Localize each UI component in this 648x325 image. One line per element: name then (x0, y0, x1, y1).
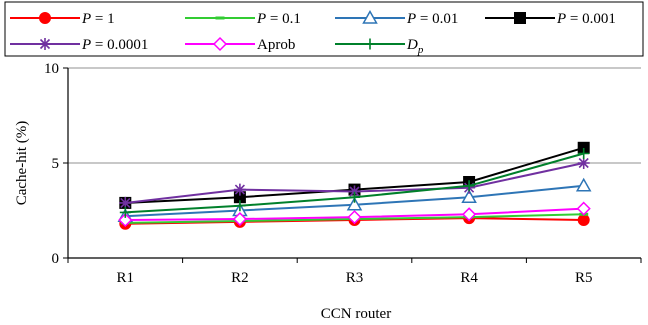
y-tick-label: 5 (52, 156, 60, 172)
data-point (233, 191, 246, 204)
data-point (348, 185, 361, 198)
x-axis-title: CCN router (321, 306, 391, 322)
axes: 0 5 10 R1 R2 R3 R4 R5 (44, 61, 642, 286)
data-point (233, 183, 246, 196)
data-point (578, 148, 590, 159)
x-tick-label: R5 (575, 270, 593, 286)
data-point (577, 157, 590, 169)
x-tick-label: R1 (117, 270, 135, 286)
x-tick-label: R2 (231, 270, 249, 286)
data-point (575, 177, 592, 192)
data-point (118, 212, 133, 228)
data-point (576, 201, 591, 216)
legend-swatch-marker (362, 9, 378, 24)
data-point (119, 206, 131, 218)
legend-label: P = 0.01 (406, 11, 458, 27)
legend-label: Dp (406, 37, 424, 56)
series-group (117, 141, 592, 230)
legend-swatch-marker (215, 16, 225, 20)
legend-item: P = 0.001 (485, 11, 616, 27)
data-point (461, 189, 477, 203)
gridlines (68, 67, 641, 164)
legend-swatch-marker (39, 38, 51, 50)
legend: P = 1 P = 0.1 P = 0.01 P = 0.001 P = 0.0001 A… (10, 9, 616, 56)
legend-item: Dp (335, 37, 424, 56)
legend-label: Aprob (257, 37, 295, 53)
legend-label: P = 0.1 (256, 11, 301, 27)
data-point (347, 210, 362, 225)
legend-item: Aprob (185, 36, 295, 53)
legend-box (4, 1, 644, 57)
legend-item: P = 1 (10, 11, 115, 27)
data-point (349, 191, 360, 203)
data-point (577, 141, 590, 154)
y-tick-label: 0 (52, 251, 60, 267)
data-point (463, 180, 475, 192)
legend-swatch-marker (39, 12, 51, 24)
legend-label: P = 0.001 (556, 11, 616, 27)
legend-item: P = 0.1 (185, 11, 301, 27)
series-5 (118, 201, 591, 228)
data-point (462, 207, 477, 222)
legend-swatch-marker (212, 36, 228, 52)
legend-label: P = 0.0001 (81, 37, 148, 53)
x-tick-label: R4 (460, 270, 478, 286)
x-tick-label: R3 (346, 270, 364, 286)
legend-label: P = 1 (81, 11, 115, 27)
legend-swatch-marker (364, 38, 376, 50)
legend-swatch-marker (514, 12, 526, 24)
data-point (346, 196, 363, 211)
data-point (577, 214, 590, 226)
y-axis-title: Cache-hit (%) (14, 121, 30, 206)
data-point (232, 211, 247, 227)
series-6 (119, 148, 590, 218)
data-point (119, 196, 132, 209)
y-tick-label: 10 (44, 61, 59, 77)
data-point (234, 200, 246, 212)
legend-item: P = 0.0001 (10, 37, 148, 53)
legend-item: P = 0.01 (335, 9, 458, 27)
